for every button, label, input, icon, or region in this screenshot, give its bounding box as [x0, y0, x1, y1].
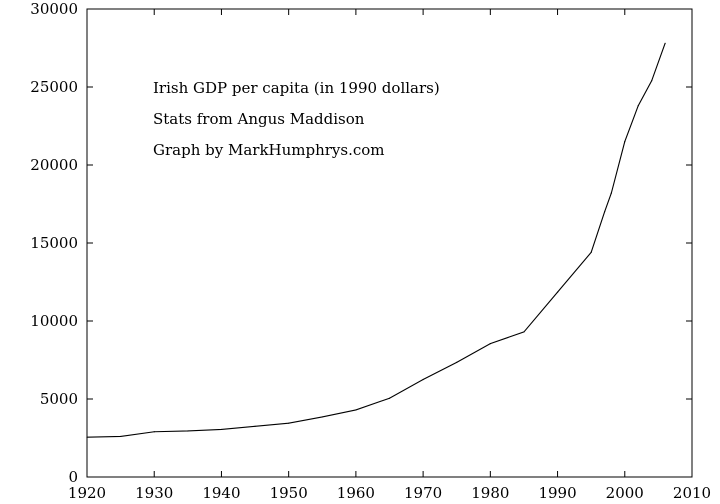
data-point: [624, 141, 626, 143]
data-point: [456, 361, 458, 363]
data-point: [120, 435, 122, 438]
data-point: [355, 409, 357, 411]
x-tick-labels: 1920 1930 1940 1950 1960 1970 1980 1990 2000 2010: [68, 484, 711, 502]
data-point: [388, 397, 391, 399]
y-tick-label: 30000: [30, 0, 78, 18]
x-tick-label: 2000: [606, 484, 644, 502]
data-point: [422, 378, 424, 381]
data-point: [556, 291, 559, 293]
x-tick-label: 2010: [673, 484, 711, 502]
y-tick-label: 25000: [30, 78, 78, 96]
axis-ticks: [86, 8, 693, 478]
y-tick-labels: 0 5000 10000 15000 20000 25000 30000: [30, 0, 78, 486]
data-point: [254, 425, 256, 427]
series-line-gdp: [86, 43, 666, 438]
x-tick-label: 1980: [471, 484, 509, 502]
data-point: [610, 192, 612, 194]
data-point: [86, 436, 88, 438]
data-point: [523, 331, 525, 333]
annotation-title: Irish GDP per capita (in 1990 dollars): [153, 79, 440, 97]
data-point: [489, 343, 491, 345]
x-tick-label: 1960: [337, 484, 375, 502]
x-tick-label: 1930: [135, 484, 173, 502]
x-tick-label: 1950: [270, 484, 308, 502]
annotation-credit: Graph by MarkHumphrys.com: [153, 141, 385, 159]
x-tick-label: 1970: [404, 484, 442, 502]
data-point: [220, 428, 223, 431]
x-tick-label: 1990: [538, 484, 576, 502]
annotation-source: Stats from Angus Maddison: [153, 110, 365, 128]
data-point: [153, 431, 155, 433]
data-point: [321, 416, 323, 418]
x-tick-label: 1940: [202, 484, 240, 502]
x-tick-label: 1920: [68, 484, 106, 502]
data-point: [288, 422, 290, 424]
data-point: [590, 251, 592, 253]
series-points: [86, 42, 666, 438]
data-point: [651, 80, 653, 82]
y-tick-label: 5000: [40, 390, 78, 408]
y-tick-label: 0: [68, 468, 78, 486]
data-point: [187, 430, 189, 432]
y-tick-label: 15000: [30, 234, 78, 252]
data-point: [604, 211, 606, 213]
data-point: [637, 105, 639, 107]
y-tick-label: 20000: [30, 156, 78, 174]
annotations: Irish GDP per capita (in 1990 dollars) S…: [153, 79, 440, 159]
y-tick-label: 10000: [30, 312, 78, 330]
data-point: [664, 42, 666, 44]
